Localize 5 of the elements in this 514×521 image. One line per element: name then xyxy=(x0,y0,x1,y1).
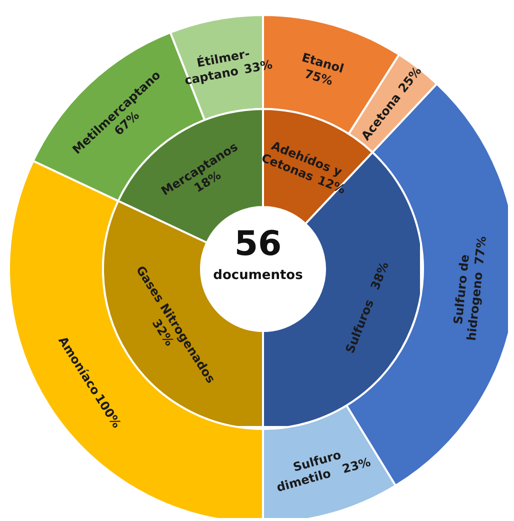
data-label: 77% xyxy=(472,236,489,266)
text: 56 xyxy=(234,224,282,264)
data-label: 23% xyxy=(340,454,372,476)
text: documentos xyxy=(212,267,304,285)
data-label: 38% xyxy=(368,260,392,292)
